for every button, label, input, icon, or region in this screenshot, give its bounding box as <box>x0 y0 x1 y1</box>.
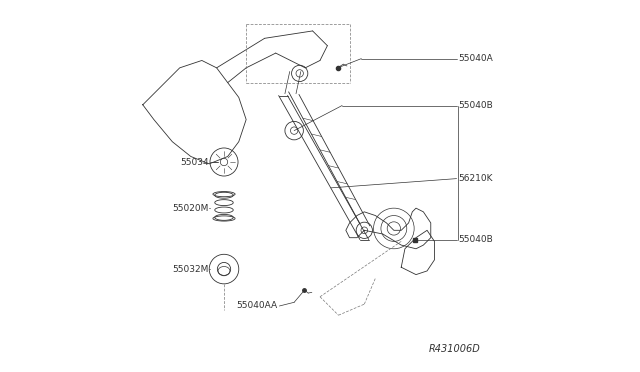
Text: 56210K: 56210K <box>458 174 493 183</box>
Text: 55040B: 55040B <box>458 235 493 244</box>
Text: 55040AA: 55040AA <box>236 301 278 311</box>
Text: 55034: 55034 <box>180 157 209 167</box>
Text: 55020M: 55020M <box>172 203 209 213</box>
Text: R431006D: R431006D <box>429 344 481 354</box>
Text: 55040B: 55040B <box>458 101 493 110</box>
Text: 55032M: 55032M <box>172 264 209 273</box>
Text: 55040A: 55040A <box>458 54 493 63</box>
